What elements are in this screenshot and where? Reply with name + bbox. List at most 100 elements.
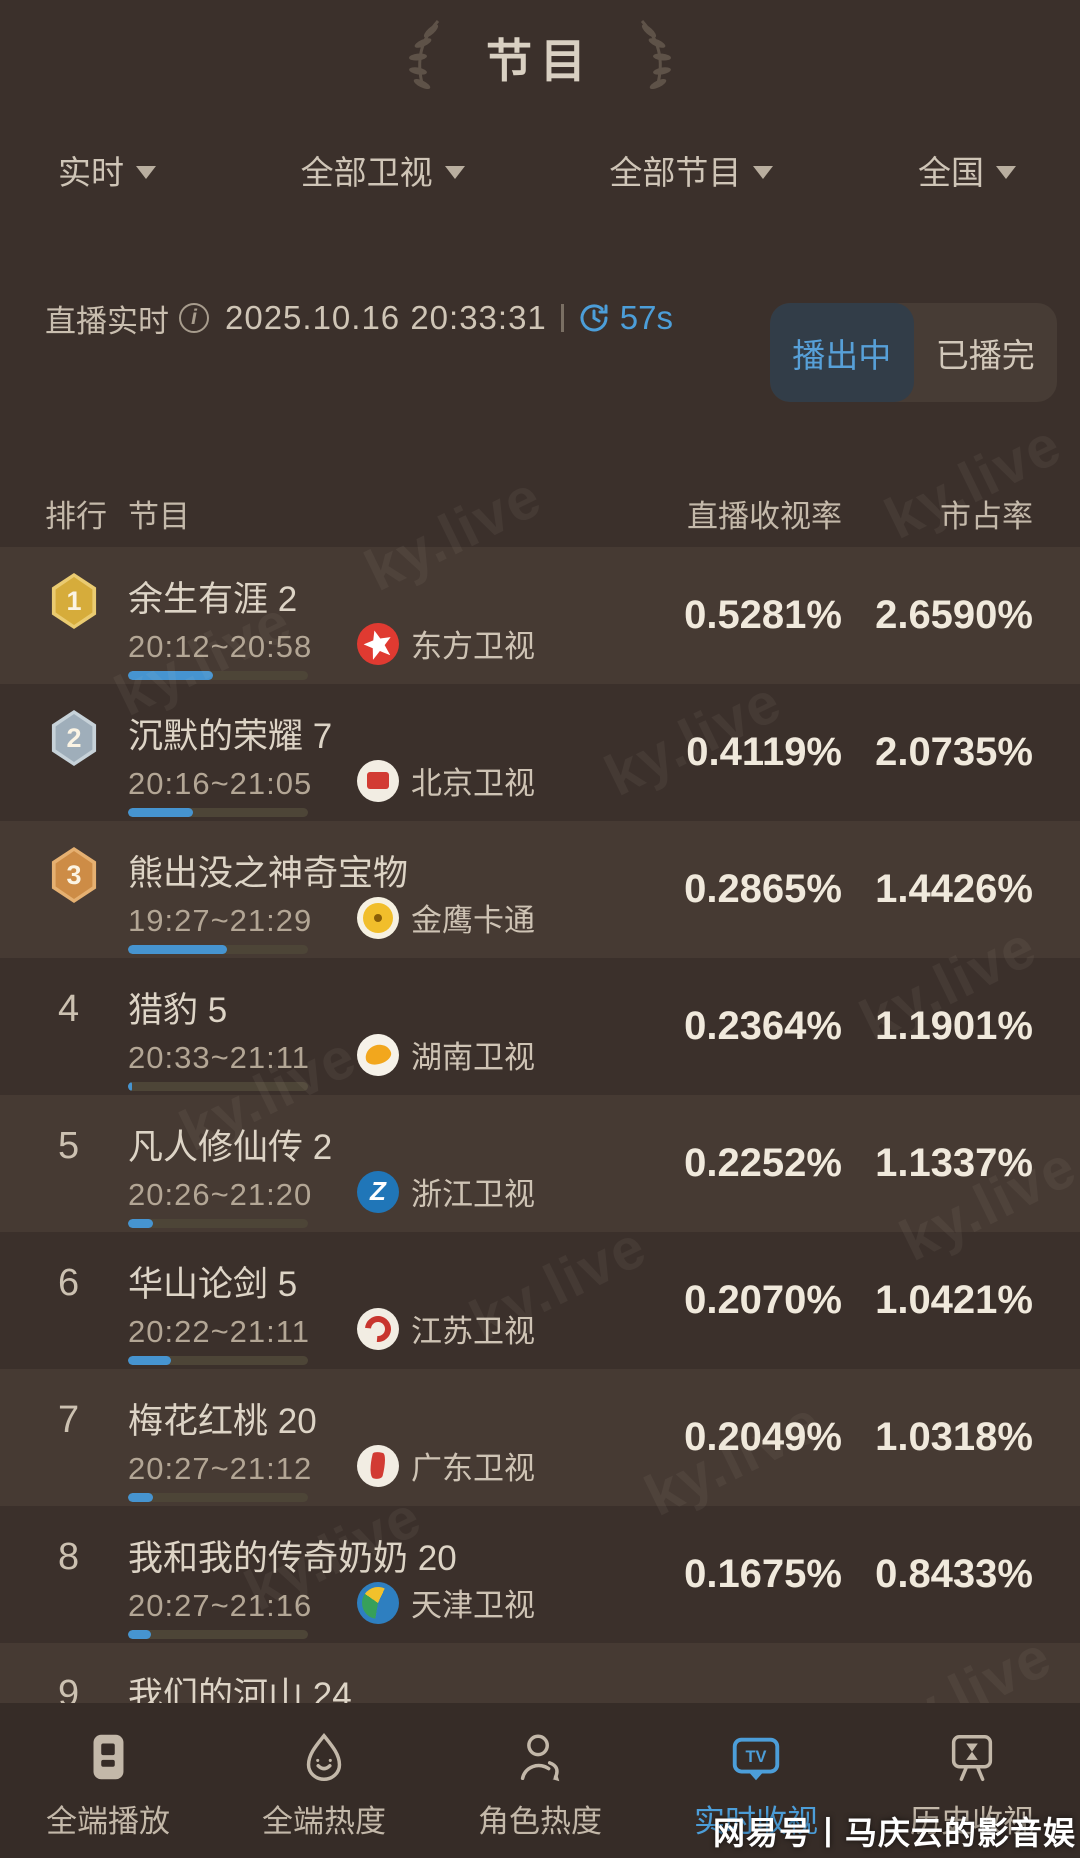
program-row[interactable]: 7 梅花红桃 20 20:27~21:12 广东卫视 0.2049% 1.031… xyxy=(0,1369,1080,1506)
progress-fill xyxy=(128,1356,172,1365)
toggle-on-air[interactable]: 播出中 xyxy=(770,303,914,402)
channel-name: 广东卫视 xyxy=(411,1451,535,1486)
filter-channel[interactable]: 全部卫视 xyxy=(301,146,465,194)
progress-fill xyxy=(128,1219,154,1228)
market-share-value: 1.0318% xyxy=(875,1415,1033,1459)
program-title: 熊出没之神奇宝物 xyxy=(128,854,409,893)
rank-number: 1 xyxy=(66,585,82,616)
program-title: 我们的河山 24 xyxy=(128,1676,352,1703)
filter-time[interactable]: 实时 xyxy=(58,146,156,194)
broadcast-toggle: 播出中 已播完 xyxy=(770,303,1057,402)
filter-time-label: 实时 xyxy=(58,154,124,191)
playback-device-icon xyxy=(93,1734,124,1780)
live-rating-value: 0.2070% xyxy=(684,1278,842,1322)
channel-name: 天津卫视 xyxy=(411,1588,535,1623)
toggle-finished[interactable]: 已播完 xyxy=(935,336,1035,374)
progress-fill xyxy=(128,808,193,817)
channel-logo-icon xyxy=(357,759,399,802)
nav-label: 历史收视 xyxy=(910,1804,1034,1839)
progress-fill xyxy=(128,1493,154,1502)
program-row[interactable]: 5 凡人修仙传 2 20:26~21:20 浙江卫视 0.2252% 1.133… xyxy=(0,1095,1080,1232)
channel: 金鹰卡通 xyxy=(357,895,535,940)
rank-number: 9 xyxy=(58,1673,80,1703)
page-header: 节目 xyxy=(0,0,1080,115)
rank-number: 8 xyxy=(58,1536,80,1578)
laurel-left-icon xyxy=(409,19,440,89)
broadcast-time: 19:27~21:29 xyxy=(128,903,313,938)
nav-all-platform-playback[interactable]: 全端播放 xyxy=(0,1703,216,1858)
live-rating-value: 0.2865% xyxy=(684,867,842,911)
channel-logo-icon xyxy=(357,1170,399,1213)
nav-character-heat[interactable]: 角色热度 xyxy=(432,1703,648,1858)
market-share-value: 1.1901% xyxy=(875,1004,1033,1048)
flame-icon xyxy=(306,1732,342,1781)
market-share-value: 1.0421% xyxy=(875,1278,1033,1322)
broadcast-time: 20:16~21:05 xyxy=(128,766,313,801)
broadcast-time: 20:27~21:12 xyxy=(128,1451,313,1486)
channel-logo-icon xyxy=(357,1033,399,1076)
progress-bar xyxy=(128,1356,308,1365)
program-title: 凡人修仙传 2 xyxy=(128,1128,333,1167)
channel-name: 金鹰卡通 xyxy=(411,903,535,938)
chevron-down-icon xyxy=(136,165,156,179)
program-title: 沉默的荣耀 7 xyxy=(128,717,333,756)
live-timestamp: 2025.10.16 20:33:31 xyxy=(225,299,547,336)
filter-bar: 实时 全部卫视 全部节目 全国 xyxy=(0,140,1080,200)
filter-program-label: 全部节目 xyxy=(609,154,742,191)
program-row[interactable]: 4 猎豹 5 20:33~21:11 湖南卫视 0.2364% 1.1901% xyxy=(0,958,1080,1095)
program-row[interactable]: 8 我和我的传奇奶奶 20 20:27~21:16 天津卫视 0.1675% 0… xyxy=(0,1506,1080,1643)
svg-text:TV: TV xyxy=(746,1748,767,1766)
rank-number: 3 xyxy=(66,859,82,890)
progress-bar xyxy=(128,945,308,954)
channel-name: 江苏卫视 xyxy=(411,1314,535,1349)
market-share-value: 1.1337% xyxy=(875,1141,1033,1185)
channel: 天津卫视 xyxy=(357,1580,535,1625)
program-row[interactable]: 6 华山论剑 5 20:22~21:11 江苏卫视 0.2070% 1.0421… xyxy=(0,1232,1080,1369)
filter-region-label: 全国 xyxy=(917,154,984,191)
nav-label: 全端热度 xyxy=(262,1804,386,1839)
nav-live-ratings[interactable]: TV 实时收视 xyxy=(648,1703,864,1858)
nav-history-ratings[interactable]: 历史收视 xyxy=(864,1703,1080,1858)
divider xyxy=(560,304,564,332)
nav-label: 全端播放 xyxy=(46,1804,170,1839)
rank-badge-icon: 3 xyxy=(51,847,97,903)
broadcast-time: 20:26~21:20 xyxy=(128,1177,313,1212)
col-rank: 排行 xyxy=(45,499,107,534)
broadcast-time: 20:27~21:16 xyxy=(128,1588,313,1623)
channel-name: 东方卫视 xyxy=(411,629,535,664)
progress-bar xyxy=(128,1630,308,1639)
program-row[interactable]: 3 熊出没之神奇宝物 19:27~21:29 金鹰卡通 0.2865% 1.44… xyxy=(0,821,1080,958)
filter-program[interactable]: 全部节目 xyxy=(609,146,774,194)
nav-all-platform-heat[interactable]: 全端热度 xyxy=(216,1703,432,1858)
channel: 湖南卫视 xyxy=(357,1032,535,1077)
rank-number: 5 xyxy=(58,1125,80,1167)
rank-number: 2 xyxy=(66,722,82,753)
channel-name: 浙江卫视 xyxy=(411,1177,535,1212)
chevron-down-icon xyxy=(995,165,1016,179)
tv-live-icon: TV xyxy=(732,1737,780,1781)
info-icon[interactable]: i xyxy=(179,303,209,333)
nav-label: 实时收视 xyxy=(694,1804,818,1839)
program-title: 猎豹 5 xyxy=(128,991,228,1030)
channel: 北京卫视 xyxy=(357,758,535,803)
broadcast-time: 20:22~21:11 xyxy=(128,1314,310,1349)
col-market-share: 市占率 xyxy=(940,499,1033,534)
refresh-countdown: 57s xyxy=(619,299,674,336)
program-row[interactable]: 2 沉默的荣耀 7 20:16~21:05 北京卫视 0.4119% 2.073… xyxy=(0,684,1080,821)
person-icon xyxy=(520,1734,560,1782)
channel-name: 湖南卫视 xyxy=(411,1040,535,1075)
market-share-value: 2.6590% xyxy=(875,593,1033,637)
page-title: 节目 xyxy=(486,34,594,87)
channel-logo-icon xyxy=(357,1581,399,1624)
program-row-partial[interactable]: 9 我们的河山 24 xyxy=(0,1643,1080,1703)
progress-bar xyxy=(128,808,308,817)
progress-fill xyxy=(128,1630,152,1639)
filter-region[interactable]: 全国 xyxy=(918,146,1016,194)
broadcast-time: 20:33~21:11 xyxy=(128,1040,310,1075)
program-row[interactable]: 1 余生有涯 2 20:12~20:58 东方卫视 0.5281% 2.6590… xyxy=(0,547,1080,684)
progress-bar xyxy=(128,1493,308,1502)
live-rating-value: 0.5281% xyxy=(684,593,842,637)
live-rating-value: 0.2252% xyxy=(684,1141,842,1185)
channel: 东方卫视 xyxy=(357,621,535,666)
channel-logo-icon xyxy=(357,1444,399,1487)
